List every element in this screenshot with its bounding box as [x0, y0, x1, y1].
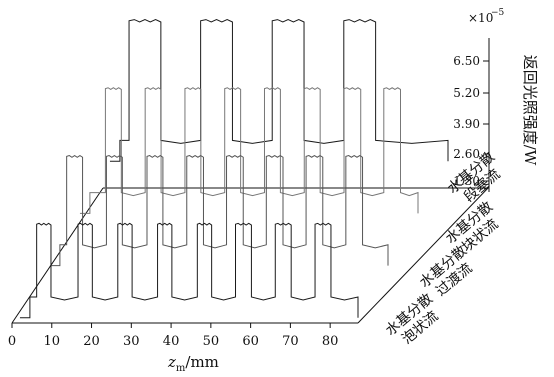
- value-tick-label: 5.20: [453, 86, 480, 100]
- value-tick-label: 2.60: [453, 147, 480, 161]
- value-tick-label: 3.90: [453, 117, 480, 131]
- value-tick-label: 1.30: [453, 174, 480, 188]
- value-multiplier: ×10: [468, 11, 493, 25]
- floor-left-edge: [11, 187, 104, 324]
- series-trace-2: [49, 154, 389, 267]
- value-multiplier-exponent: −5: [491, 8, 505, 18]
- x-tick-label: 30: [123, 334, 140, 349]
- x-axis-title: zm/mm: [167, 353, 219, 374]
- depth-axis-line: [357, 186, 490, 324]
- series-traces: [19, 19, 449, 319]
- series-trace-1: [19, 222, 359, 319]
- x-tick-label: 10: [43, 334, 60, 349]
- x-tick-label: 80: [322, 334, 339, 349]
- x-tick-label: 40: [163, 334, 180, 349]
- x-tick-label: 50: [203, 334, 220, 349]
- axes: [11, 38, 490, 328]
- x-tick-label: 20: [83, 334, 100, 349]
- x-tick-label: 0: [8, 334, 16, 349]
- x-tick-label: 70: [282, 334, 299, 349]
- value-axis-title: 返回光照强度/W: [521, 55, 539, 166]
- series-trace-4: [109, 19, 449, 162]
- series-trace-3: [79, 87, 419, 214]
- value-tick-label: 6.50: [453, 54, 480, 68]
- x-tick-label: 60: [242, 334, 259, 349]
